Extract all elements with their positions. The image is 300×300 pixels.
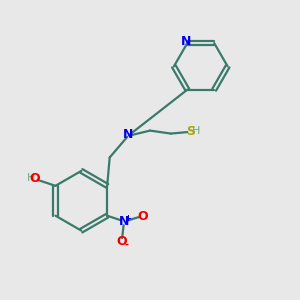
Text: H: H <box>191 126 200 136</box>
Text: N: N <box>181 35 191 48</box>
Text: N: N <box>118 215 129 228</box>
Text: S: S <box>186 125 195 138</box>
Text: N: N <box>122 128 133 141</box>
Text: O: O <box>30 172 40 185</box>
Text: O: O <box>137 210 148 223</box>
Text: -: - <box>124 240 129 250</box>
Text: H: H <box>27 173 35 183</box>
Text: +: + <box>124 214 132 223</box>
Text: O: O <box>117 236 128 248</box>
